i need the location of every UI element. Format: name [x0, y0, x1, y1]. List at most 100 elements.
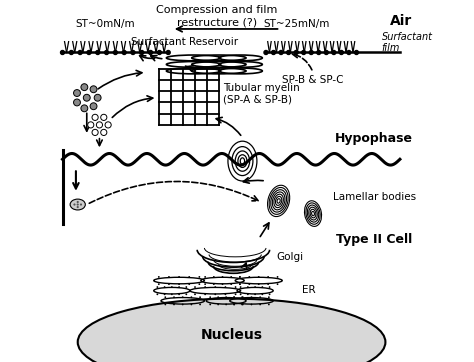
Circle shape [222, 276, 223, 278]
Text: Compression and film
restructure (?): Compression and film restructure (?) [156, 5, 278, 27]
Circle shape [254, 286, 256, 288]
Circle shape [239, 283, 241, 285]
Circle shape [122, 50, 126, 54]
Circle shape [251, 296, 252, 298]
Circle shape [73, 99, 81, 106]
Circle shape [248, 283, 250, 285]
Circle shape [272, 50, 275, 54]
Text: ER: ER [302, 285, 316, 295]
Circle shape [332, 50, 336, 54]
Text: ST~25mN/m: ST~25mN/m [264, 19, 330, 29]
Circle shape [235, 293, 237, 295]
Circle shape [217, 303, 219, 306]
Text: Lamellar bodies: Lamellar bodies [333, 192, 416, 202]
Circle shape [268, 296, 270, 298]
Circle shape [214, 293, 216, 295]
Circle shape [214, 286, 216, 288]
Circle shape [90, 86, 97, 93]
Circle shape [247, 286, 249, 288]
Circle shape [287, 50, 291, 54]
Circle shape [242, 296, 244, 298]
Circle shape [233, 296, 235, 298]
Circle shape [241, 303, 243, 306]
Circle shape [225, 296, 227, 298]
Circle shape [81, 105, 88, 112]
Circle shape [225, 293, 226, 295]
Circle shape [204, 276, 206, 278]
Circle shape [264, 50, 268, 54]
Text: ST~0mN/m: ST~0mN/m [75, 19, 135, 29]
Text: Air: Air [390, 14, 412, 29]
Circle shape [77, 203, 79, 206]
Circle shape [77, 201, 79, 203]
Circle shape [87, 50, 91, 54]
Circle shape [210, 303, 211, 306]
Ellipse shape [304, 201, 321, 226]
Circle shape [73, 203, 75, 206]
Circle shape [156, 286, 158, 288]
Circle shape [267, 276, 269, 278]
Circle shape [158, 283, 160, 285]
Circle shape [239, 276, 241, 278]
Ellipse shape [310, 209, 316, 218]
Circle shape [78, 50, 82, 54]
Circle shape [225, 286, 226, 288]
Circle shape [188, 283, 190, 285]
Circle shape [140, 50, 144, 54]
Circle shape [191, 296, 192, 298]
Circle shape [94, 94, 101, 101]
Circle shape [173, 303, 175, 306]
Circle shape [166, 50, 170, 54]
Circle shape [268, 303, 270, 306]
Ellipse shape [271, 190, 287, 212]
Circle shape [171, 293, 173, 295]
Ellipse shape [274, 194, 283, 208]
Ellipse shape [307, 205, 319, 222]
Circle shape [204, 286, 206, 288]
Text: Surfactant Reservoir: Surfactant Reservoir [131, 37, 238, 47]
Circle shape [204, 293, 206, 295]
Circle shape [96, 50, 100, 54]
Ellipse shape [275, 197, 282, 205]
Circle shape [258, 283, 260, 285]
Circle shape [171, 286, 173, 288]
Ellipse shape [311, 211, 314, 216]
Circle shape [185, 293, 187, 295]
Text: Nucleus: Nucleus [201, 328, 263, 342]
Circle shape [158, 276, 160, 278]
Circle shape [173, 296, 175, 298]
Circle shape [73, 89, 81, 96]
Circle shape [100, 114, 107, 121]
Circle shape [105, 122, 111, 128]
Circle shape [259, 303, 261, 306]
Circle shape [164, 293, 165, 295]
Circle shape [100, 129, 107, 135]
Circle shape [164, 296, 166, 298]
Circle shape [81, 84, 88, 90]
Ellipse shape [70, 199, 85, 210]
Circle shape [259, 296, 261, 298]
Text: Type II Cell: Type II Cell [337, 233, 412, 247]
Circle shape [61, 50, 64, 54]
Circle shape [269, 286, 271, 288]
Ellipse shape [267, 185, 290, 216]
Circle shape [213, 283, 215, 285]
Circle shape [277, 283, 278, 285]
Text: SP-B & SP-C: SP-B & SP-C [283, 75, 344, 85]
Circle shape [213, 276, 215, 278]
Circle shape [199, 276, 200, 278]
Circle shape [242, 303, 244, 306]
Circle shape [149, 50, 153, 54]
Text: Tubular myelin
(SP-A & SP-B): Tubular myelin (SP-A & SP-B) [223, 83, 300, 105]
Circle shape [222, 283, 223, 285]
Circle shape [194, 293, 196, 295]
Circle shape [92, 114, 98, 121]
Circle shape [204, 283, 206, 285]
Circle shape [96, 122, 102, 128]
Circle shape [240, 286, 242, 288]
Circle shape [317, 50, 321, 54]
Circle shape [178, 293, 180, 295]
Circle shape [309, 50, 313, 54]
Circle shape [347, 50, 351, 54]
Circle shape [235, 286, 237, 288]
